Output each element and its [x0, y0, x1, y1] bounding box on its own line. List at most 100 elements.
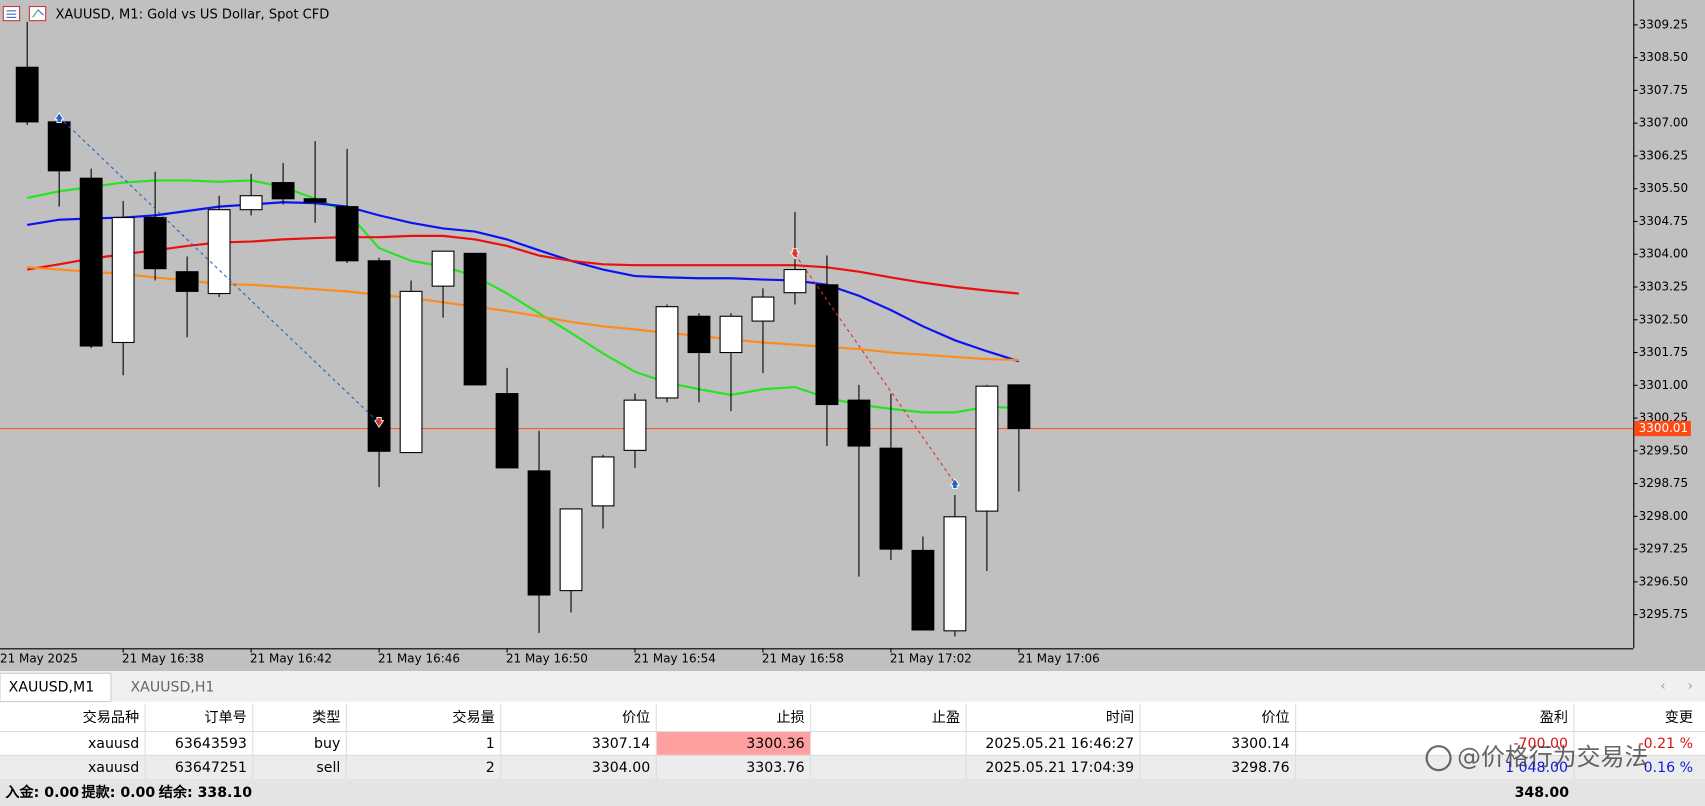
- table-cell: buy: [314, 736, 340, 752]
- deposit: 入金: 0.00: [5, 784, 79, 801]
- table-cell: 1 048.00: [1505, 760, 1568, 776]
- x-tick-label: 21 May 2025: [0, 652, 78, 666]
- stop-loss-highlight: [656, 732, 811, 755]
- candle-body: [399, 290, 423, 454]
- y-tick-label: 3298.75: [1639, 476, 1688, 490]
- tab-bar: [0, 671, 1705, 702]
- column-header: 止盈: [932, 710, 960, 726]
- table-cell: 0.16 %: [1644, 760, 1693, 776]
- plot-area: [0, 21, 1634, 637]
- candle-body: [47, 121, 71, 172]
- table-cell: 2025.05.21 16:46:27: [985, 736, 1134, 752]
- candle-body: [623, 399, 647, 451]
- y-tick-label: 3298.00: [1639, 509, 1688, 523]
- table-cell: 3300.36: [746, 736, 804, 752]
- y-tick-label: 3309.25: [1639, 17, 1688, 31]
- y-tick-label: 3296.50: [1639, 574, 1688, 588]
- trade-table: 交易品种 xauusd xauusd 订单号 63643593 63647251 类型 buy…: [0, 703, 1705, 779]
- candle-body: [303, 198, 327, 203]
- column-header: 止损: [776, 710, 804, 726]
- column-header: 时间: [1106, 710, 1134, 726]
- table-cell: 63643593: [175, 736, 247, 752]
- candle-body: [943, 516, 967, 632]
- current-price-tag: [1634, 420, 1691, 437]
- moving-average: [27, 234, 1019, 295]
- y-tick-label: 3304.75: [1639, 214, 1688, 228]
- candle-body: [495, 393, 519, 469]
- tab[interactable]: [0, 672, 112, 703]
- x-tick-label: 21 May 17:02: [890, 652, 972, 666]
- table-cell: xauusd: [88, 760, 139, 776]
- column-header: 变更: [1665, 710, 1693, 726]
- table-cell: 2025.05.21 17:04:39: [985, 760, 1134, 776]
- candle-body: [207, 209, 231, 295]
- candle-body: [79, 177, 103, 347]
- candle-body: [815, 284, 839, 406]
- chart-icon: [2, 5, 47, 22]
- y-tick-label: 3301.00: [1639, 378, 1688, 392]
- table-cell: 3298.76: [1231, 760, 1289, 776]
- candle-body: [367, 260, 391, 452]
- table-cell: sell: [316, 760, 340, 776]
- x-tick-label: 21 May 16:58: [762, 652, 844, 666]
- candle-body: [559, 508, 583, 592]
- candle-body: [687, 315, 711, 354]
- x-tick-label: 21 May 16:38: [122, 652, 204, 666]
- table-row-bg: [0, 730, 1705, 755]
- total-profit: 348.00: [1515, 785, 1570, 801]
- candle-body: [847, 399, 871, 447]
- chart-title: XAUUSD, M1: Gold vs US Dollar, Spot CFD: [55, 8, 329, 23]
- column-header: 类型: [312, 710, 340, 726]
- candle-body: [15, 66, 39, 123]
- watermark-logo: [1425, 745, 1452, 772]
- y-tick-label: 3306.25: [1639, 148, 1688, 162]
- candle-body: [911, 549, 935, 631]
- y-tick-label: 3301.75: [1639, 345, 1688, 359]
- candle-body: [751, 296, 775, 322]
- candle-body: [335, 206, 359, 262]
- y-tick-label: 3307.00: [1639, 116, 1688, 130]
- candle-body: [143, 217, 167, 270]
- y-tick-label: 3297.25: [1639, 542, 1688, 556]
- candle-body: [879, 447, 903, 550]
- column-header: 订单号: [204, 710, 246, 726]
- candle-body: [271, 182, 295, 200]
- trade-arrow: [789, 248, 801, 260]
- candle-body: [975, 385, 999, 512]
- tab-label[interactable]: XAUUSD,M1: [9, 679, 95, 695]
- candle-body: [719, 315, 743, 354]
- footer-bar: [0, 778, 1705, 806]
- chart-background: [0, 0, 1705, 672]
- x-tick-label: 21 May 17:06: [1018, 652, 1100, 666]
- table-cell: 3307.14: [592, 736, 650, 752]
- column-header: 交易量: [452, 709, 494, 726]
- y-tick-label: 3307.75: [1639, 83, 1688, 97]
- y-tick-label: 3308.50: [1639, 50, 1688, 64]
- candle-body: [111, 217, 135, 344]
- balance: 结余: 338.10: [159, 784, 252, 801]
- candle-body: [431, 250, 455, 287]
- tab-scroll-left[interactable]: ‹: [1660, 679, 1665, 694]
- candle-body: [239, 195, 263, 211]
- table-header-bg: [0, 703, 1705, 731]
- trade-arrow: [949, 478, 961, 490]
- watermark: @价格行为交易法: [1457, 743, 1648, 771]
- column-header: 交易品种: [83, 709, 140, 726]
- candle-body: [783, 268, 807, 294]
- table-cell: 1: [486, 736, 495, 752]
- tab-label[interactable]: XAUUSD,H1: [130, 679, 214, 695]
- candle-body: [1007, 384, 1031, 430]
- y-tick-label: 3299.50: [1639, 443, 1688, 457]
- y-tick-label: 3302.50: [1639, 312, 1688, 326]
- table-cell: 3304.00: [592, 760, 650, 776]
- current-price-label: 3300.01: [1639, 421, 1688, 435]
- tab-scroll-right[interactable]: ›: [1688, 679, 1693, 694]
- column-header: 价位: [622, 710, 650, 726]
- candle-body: [463, 252, 487, 386]
- candle-body: [591, 456, 615, 507]
- y-tick-label: 3305.50: [1639, 181, 1688, 195]
- candle-body: [655, 306, 679, 399]
- column-header: 价位: [1261, 710, 1289, 726]
- table-cell: -0.21 %: [1639, 736, 1693, 752]
